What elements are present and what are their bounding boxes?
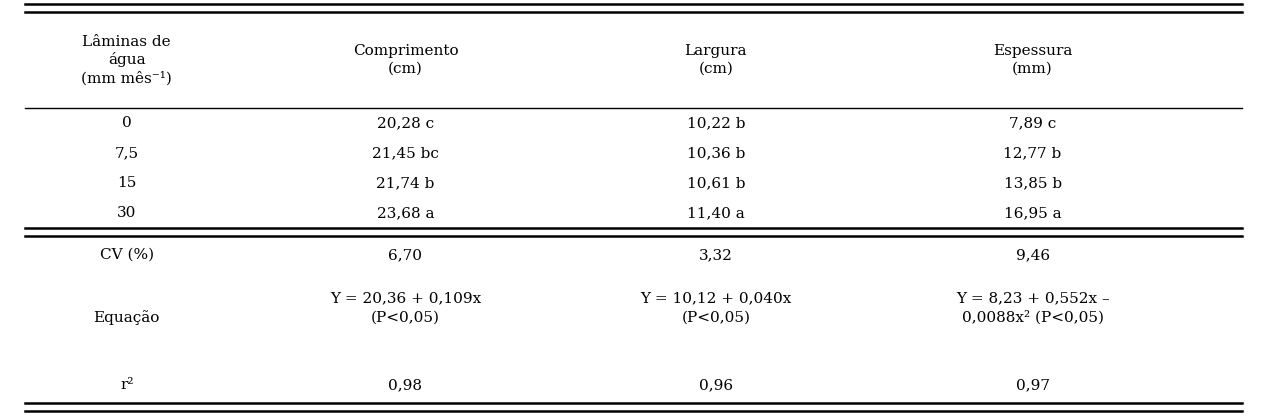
Text: 10,36 b: 10,36 b xyxy=(687,146,745,160)
Text: 6,70: 6,70 xyxy=(389,248,422,262)
Text: Equação: Equação xyxy=(94,311,160,325)
Text: 3,32: 3,32 xyxy=(699,248,732,262)
Text: 0,98: 0,98 xyxy=(389,378,422,392)
Text: 21,45 bc: 21,45 bc xyxy=(372,146,438,160)
Text: 23,68 a: 23,68 a xyxy=(376,206,435,220)
Text: 16,95 a: 16,95 a xyxy=(1003,206,1062,220)
Text: Y = 20,36 + 0,109x
(P<0,05): Y = 20,36 + 0,109x (P<0,05) xyxy=(329,291,481,325)
Text: 11,40 a: 11,40 a xyxy=(687,206,745,220)
Text: 7,5: 7,5 xyxy=(114,146,139,160)
Text: 10,22 b: 10,22 b xyxy=(687,116,745,130)
Text: Espessura
(mm): Espessura (mm) xyxy=(993,44,1072,75)
Text: 0,97: 0,97 xyxy=(1016,378,1049,392)
Text: Y = 10,12 + 0,040x
(P<0,05): Y = 10,12 + 0,040x (P<0,05) xyxy=(640,291,792,325)
Text: 15: 15 xyxy=(117,176,137,190)
Text: 9,46: 9,46 xyxy=(1016,248,1049,262)
Text: 0,96: 0,96 xyxy=(699,378,732,392)
Text: 10,61 b: 10,61 b xyxy=(687,176,745,190)
Text: 21,74 b: 21,74 b xyxy=(376,176,435,190)
Text: 30: 30 xyxy=(117,206,137,220)
Text: Lâminas de
água
(mm mês⁻¹): Lâminas de água (mm mês⁻¹) xyxy=(81,35,172,85)
Text: Comprimento
(cm): Comprimento (cm) xyxy=(352,44,459,75)
Text: r²: r² xyxy=(120,378,133,392)
Text: 12,77 b: 12,77 b xyxy=(1003,146,1062,160)
Text: 20,28 c: 20,28 c xyxy=(376,116,435,130)
Text: 0: 0 xyxy=(122,116,132,130)
Text: Largura
(cm): Largura (cm) xyxy=(684,44,748,75)
Text: CV (%): CV (%) xyxy=(100,248,153,262)
Text: Y = 8,23 + 0,552x –
0,0088x² (P<0,05): Y = 8,23 + 0,552x – 0,0088x² (P<0,05) xyxy=(955,291,1110,325)
Text: 7,89 c: 7,89 c xyxy=(1009,116,1057,130)
Text: 13,85 b: 13,85 b xyxy=(1003,176,1062,190)
